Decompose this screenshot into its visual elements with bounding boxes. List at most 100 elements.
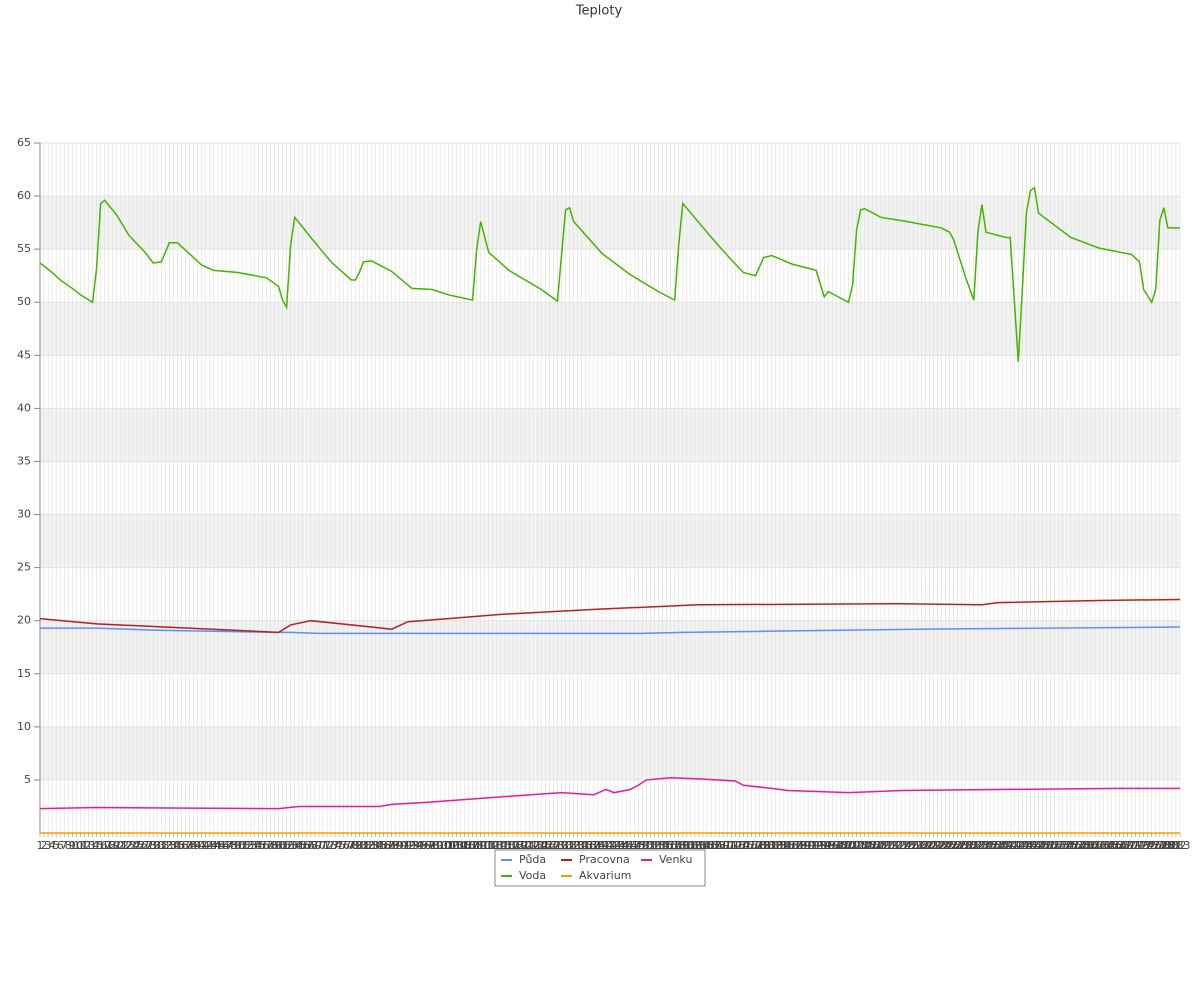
- legend-box: [494, 849, 706, 887]
- x-tick-label: 253: [1048, 839, 1069, 852]
- x-tick-label: 78: [344, 839, 358, 852]
- x-tick-label: 173: [725, 839, 746, 852]
- x-tick-label: 94: [409, 839, 423, 852]
- x-tick-label: 51: [235, 839, 249, 852]
- y-tick-label: 60: [17, 189, 31, 202]
- x-tick-label: 88: [385, 839, 399, 852]
- x-tick-label: 169: [709, 839, 730, 852]
- x-tick-label: 171: [717, 839, 738, 852]
- legend-label: Pracovna: [579, 853, 630, 866]
- x-tick-label: 172: [721, 839, 742, 852]
- x-tick-label: 244: [1012, 839, 1033, 852]
- x-tick-label: 110: [470, 839, 491, 852]
- x-tick-label: 63: [284, 839, 298, 852]
- x-tick-label: 224: [931, 839, 952, 852]
- x-tick-label: 246: [1020, 839, 1041, 852]
- x-tick-label: 269: [1113, 839, 1134, 852]
- x-tick-label: 267: [1105, 839, 1126, 852]
- x-tick-label: 192: [802, 839, 823, 852]
- y-tick-label: 50: [17, 295, 31, 308]
- x-tick-label: 80: [352, 839, 366, 852]
- x-tick-label: 181: [757, 839, 778, 852]
- x-tick-label: 196: [818, 839, 839, 852]
- x-tick-label: 141: [595, 839, 616, 852]
- x-tick-label: 154: [648, 839, 669, 852]
- x-tick-label: 205: [854, 839, 875, 852]
- x-tick-label: 99: [429, 839, 443, 852]
- x-tick-label: 40: [191, 839, 205, 852]
- x-tick-label: 277: [1145, 839, 1166, 852]
- x-tick-label: 50: [231, 839, 245, 852]
- x-tick-label: 186: [777, 839, 798, 852]
- x-tick-label: 84: [369, 839, 383, 852]
- x-tick-label: 61: [276, 839, 290, 852]
- x-tick-label: 194: [810, 839, 831, 852]
- x-tick-label: 143: [604, 839, 625, 852]
- x-tick-label: 283: [1170, 839, 1191, 852]
- x-tick-label: 254: [1052, 839, 1073, 852]
- x-tick-label: 221: [919, 839, 940, 852]
- x-tick-label: 255: [1056, 839, 1077, 852]
- x-tick-label: 20: [110, 839, 124, 852]
- x-tick-label: 111: [474, 839, 495, 852]
- x-tick-label: 274: [1133, 839, 1154, 852]
- x-tick-label: 249: [1032, 839, 1053, 852]
- x-tick-label: 182: [761, 839, 782, 852]
- x-tick-label: 179: [749, 839, 770, 852]
- x-tick-label: 245: [1016, 839, 1037, 852]
- x-tick-label: 175: [733, 839, 754, 852]
- x-tick-label: 219: [911, 839, 932, 852]
- x-tick-label: 10: [69, 839, 83, 852]
- x-tick-label: 276: [1141, 839, 1162, 852]
- x-tick-label: 14: [86, 839, 100, 852]
- x-tick-label: 95: [413, 839, 427, 852]
- x-tick-label: 59: [267, 839, 281, 852]
- x-tick-label: 8: [65, 839, 72, 852]
- x-tick-label: 30: [150, 839, 164, 852]
- x-tick-label: 39: [187, 839, 201, 852]
- x-tick-label: 55: [251, 839, 265, 852]
- x-tick-label: 232: [963, 839, 984, 852]
- legend-label: Voda: [519, 869, 546, 882]
- x-tick-label: 268: [1109, 839, 1130, 852]
- x-tick-label: 229: [951, 839, 972, 852]
- x-tick-label: 115: [490, 839, 511, 852]
- x-tick-label: 121: [515, 839, 536, 852]
- x-tick-label: 62: [280, 839, 294, 852]
- x-tick-label: 68: [304, 839, 318, 852]
- x-tick-label: 102: [438, 839, 459, 852]
- x-tick-label: 242: [1004, 839, 1025, 852]
- x-tick-label: 74: [328, 839, 342, 852]
- x-tick-label: 250: [1036, 839, 1057, 852]
- x-tick-label: 76: [336, 839, 350, 852]
- x-tick-label: 147: [620, 839, 641, 852]
- x-tick-label: 191: [798, 839, 819, 852]
- x-tick-label: 22: [118, 839, 132, 852]
- x-tick-label: 265: [1097, 839, 1118, 852]
- x-tick-label: 49: [227, 839, 241, 852]
- x-tick-label: 66: [296, 839, 310, 852]
- x-tick-label: 100: [430, 839, 451, 852]
- x-tick-label: 184: [769, 839, 790, 852]
- x-tick-label: 77: [340, 839, 354, 852]
- x-tick-label: 167: [701, 839, 722, 852]
- y-tick-label: 65: [17, 136, 31, 149]
- x-tick-label: 1: [37, 839, 44, 852]
- x-tick-label: 278: [1149, 839, 1170, 852]
- x-tick-label: 185: [773, 839, 794, 852]
- y-tick-label: 40: [17, 401, 31, 414]
- x-tick-label: 4: [49, 839, 56, 852]
- x-tick-label: 23: [122, 839, 136, 852]
- x-tick-label: 118: [502, 839, 523, 852]
- x-tick-label: 222: [923, 839, 944, 852]
- x-tick-label: 193: [806, 839, 827, 852]
- x-tick-label: 160: [672, 839, 693, 852]
- x-tick-label: 240: [996, 839, 1017, 852]
- x-tick-label: 119: [507, 839, 528, 852]
- x-tick-label: 189: [790, 839, 811, 852]
- x-tick-label: 152: [640, 839, 661, 852]
- x-tick-label: 114: [486, 839, 507, 852]
- x-tick-label: 37: [179, 839, 193, 852]
- x-tick-label: 129: [547, 839, 568, 852]
- x-tick-label: 117: [498, 839, 519, 852]
